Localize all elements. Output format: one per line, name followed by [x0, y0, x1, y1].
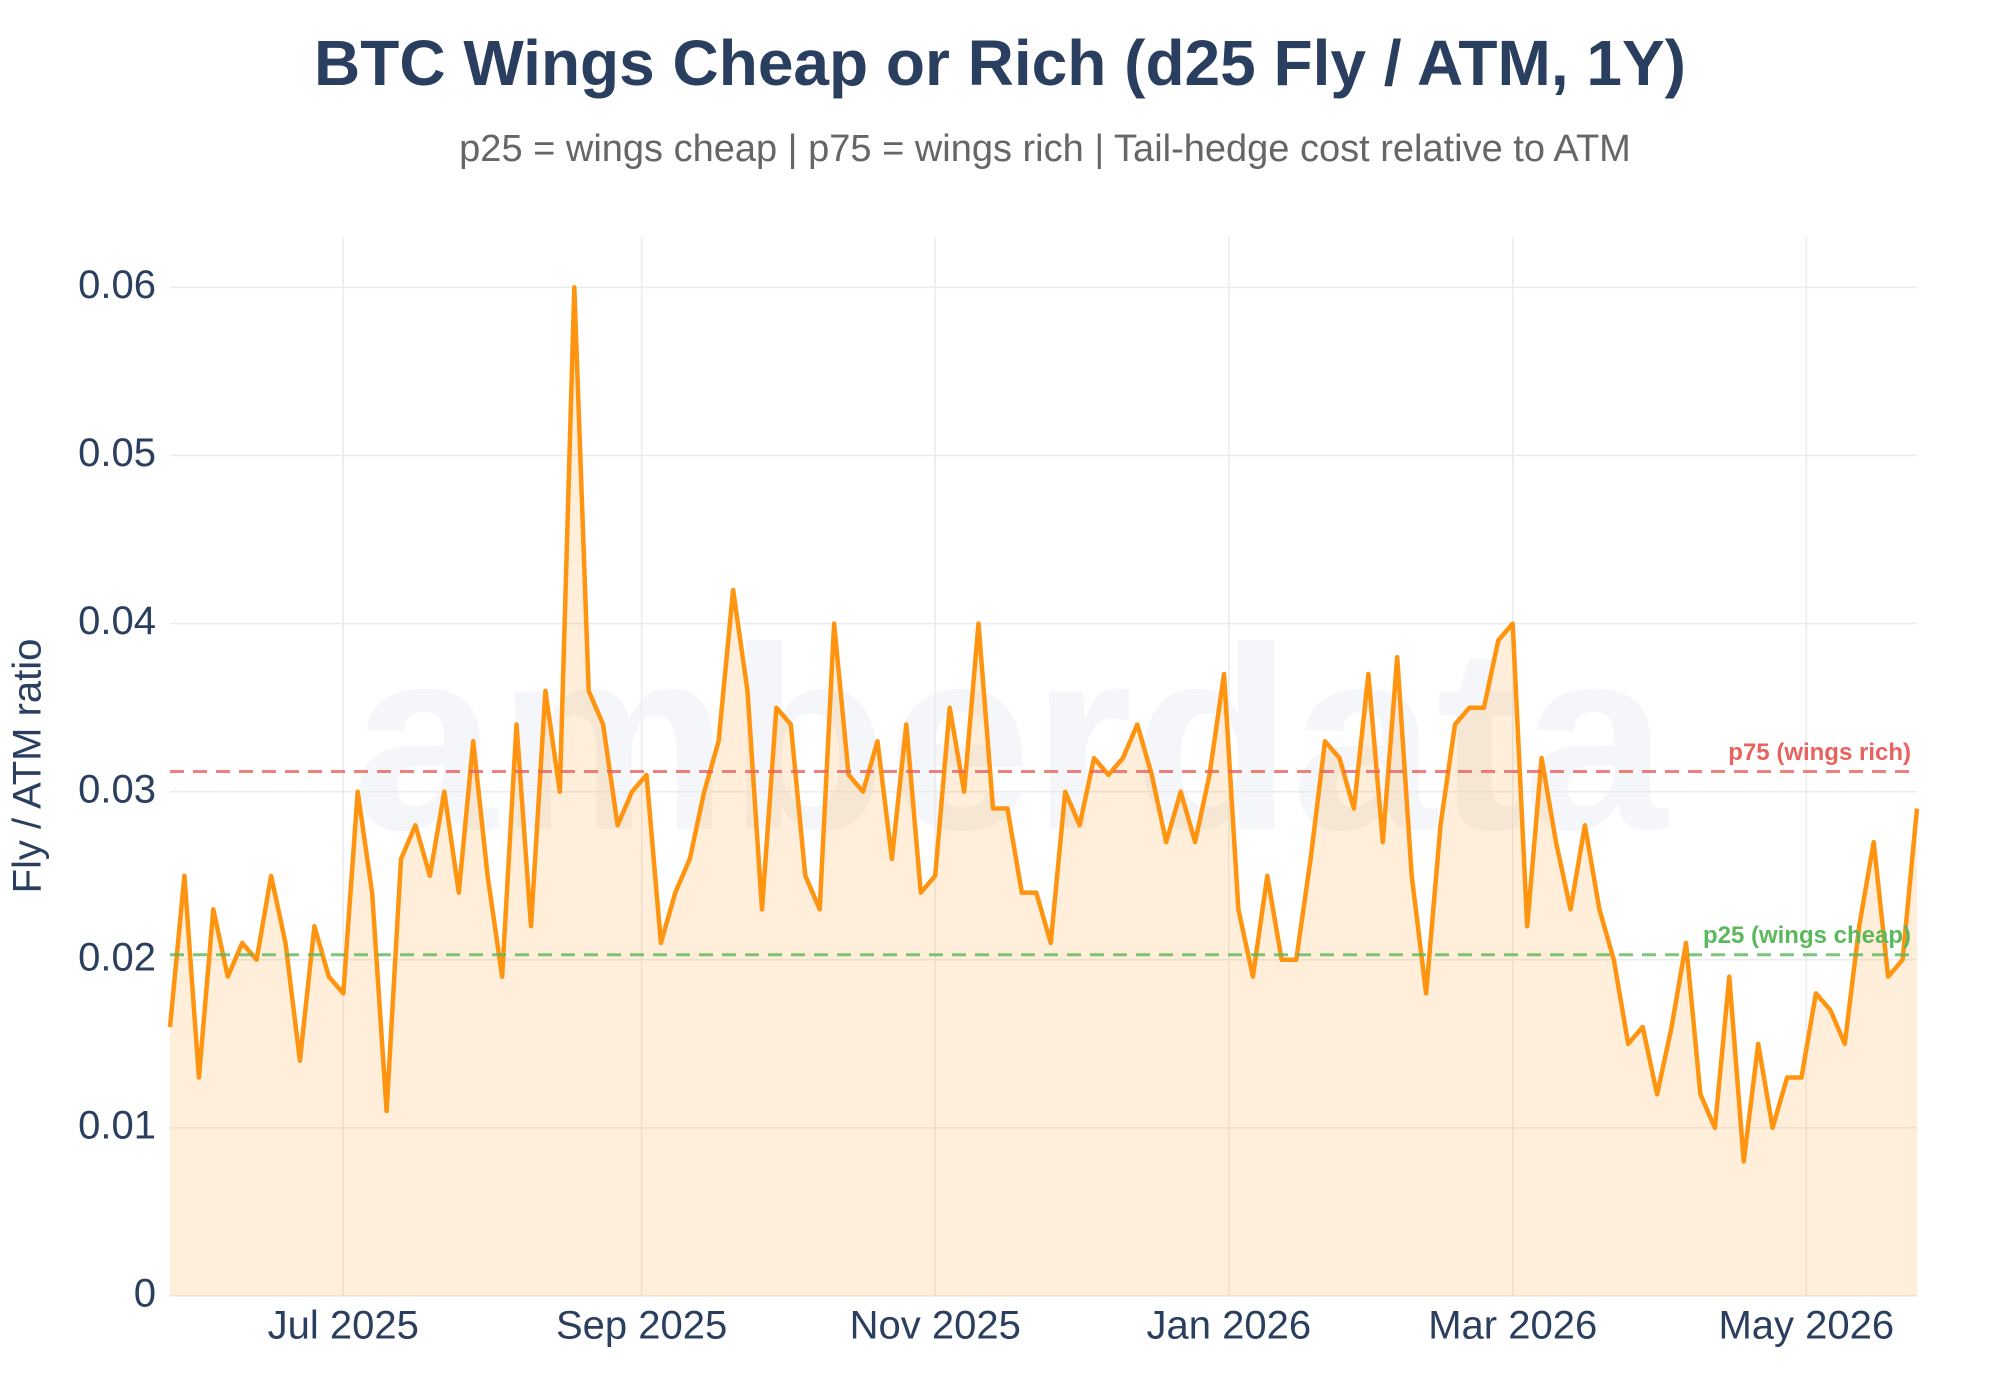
y-tick-label: 0.06	[78, 263, 156, 307]
line	[167, 285, 1920, 1164]
y-tick-label: 0.03	[78, 767, 156, 811]
y-tick-label: 0.02	[78, 935, 156, 979]
x-tick-label: Mar 2026	[1428, 1304, 1597, 1348]
y-tick-label: 0.05	[78, 431, 156, 475]
y-tick-label: 0.04	[78, 599, 156, 643]
y-axis-title: Fly / ATM ratio	[6, 639, 50, 894]
x-tick-label: May 2026	[1718, 1304, 1894, 1348]
x-tick-label: Sep 2025	[556, 1304, 727, 1348]
x-tick-label: Nov 2025	[850, 1304, 1021, 1348]
x-tick-label: Jul 2025	[268, 1304, 419, 1348]
chart-title: BTC Wings Cheap or Rich (d25 Fly / ATM, …	[314, 27, 1686, 99]
y-tick-label: 0	[134, 1272, 156, 1316]
reference-label: p75 (wings rich)	[1728, 739, 1911, 766]
reference-label: p25 (wings cheap)	[1703, 922, 1911, 949]
x-tick-label: Jan 2026	[1146, 1304, 1311, 1348]
area	[170, 287, 1917, 1296]
y-tick-label: 0.01	[78, 1103, 156, 1147]
chart-subtitle: p25 = wings cheap | p75 = wings rich | T…	[459, 128, 1631, 170]
